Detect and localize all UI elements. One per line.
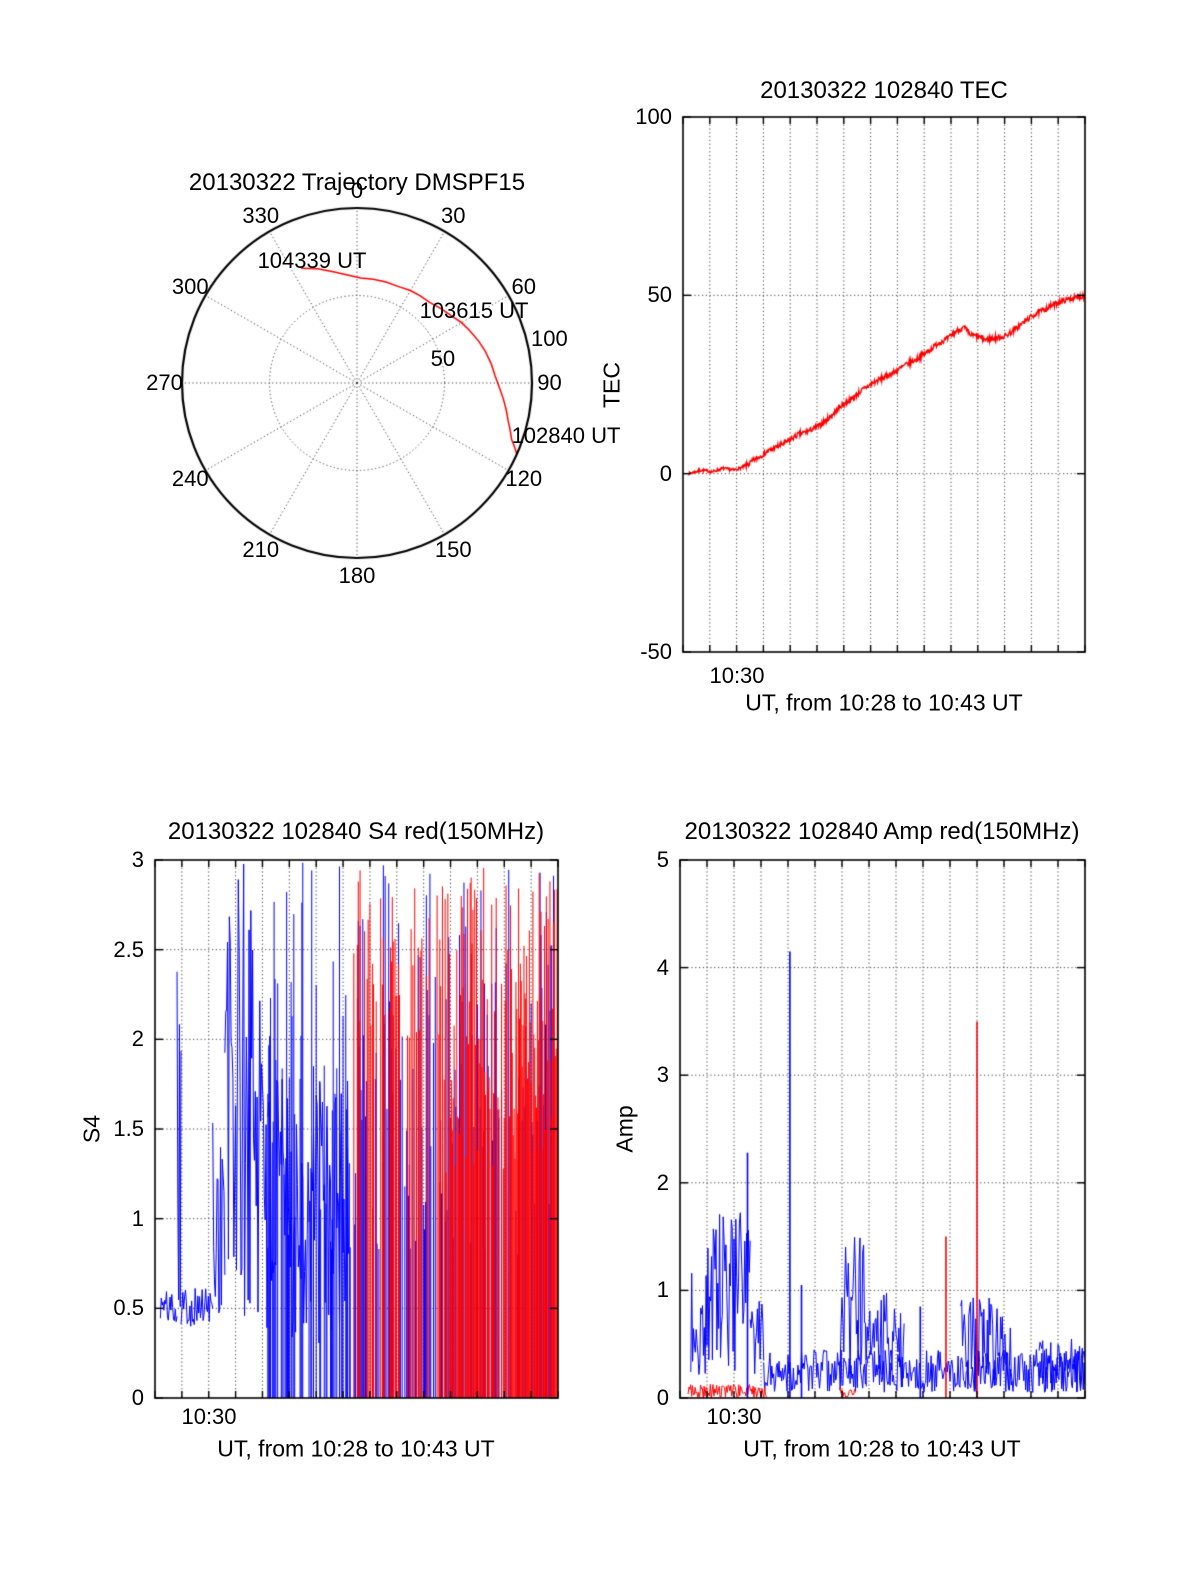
plots-canvas xyxy=(0,0,1200,1575)
scintillation-figure: 20130322 Trajectory DMSPF15 104339 UT 10… xyxy=(0,0,1200,1575)
